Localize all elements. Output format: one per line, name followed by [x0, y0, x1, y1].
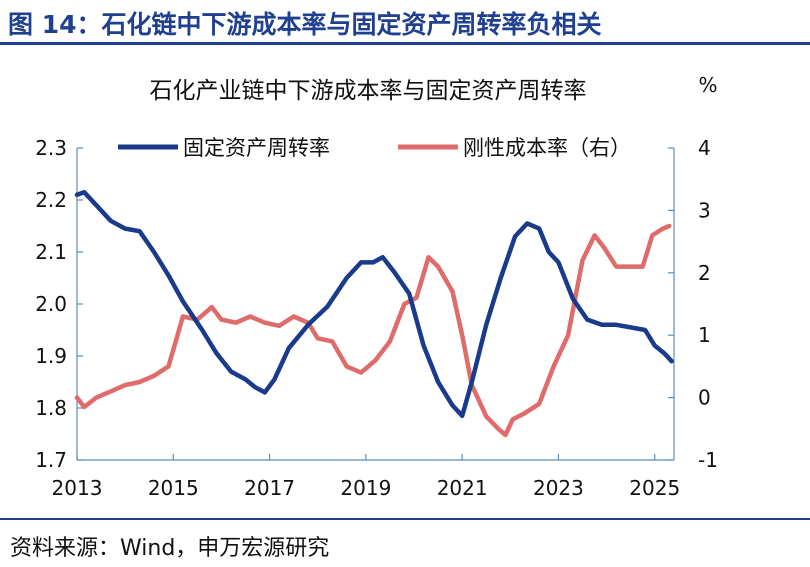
right-tick-label: 0	[698, 386, 711, 410]
left-tick-label: 2.1	[35, 240, 67, 264]
chart: 石化产业链中下游成本率与固定资产周转率 % 固定资产周转率 刚性成本率（右） 1…	[35, 73, 718, 500]
right-tick-label: 3	[698, 198, 711, 222]
legend: 固定资产周转率 刚性成本率（右）	[118, 136, 631, 160]
figure-header: 图 14：石化链中下游成本率与固定资产周转率负相关	[0, 0, 810, 45]
left-tick-label: 2.2	[35, 188, 67, 212]
right-axis-unit: %	[698, 73, 717, 97]
axes	[76, 148, 675, 461]
x-tick-label: 2021	[437, 476, 488, 500]
right-tick-label: 1	[698, 323, 711, 347]
right-tick-label: 4	[698, 136, 711, 160]
left-tick-label: 1.8	[35, 396, 67, 420]
header-divider	[0, 42, 810, 45]
series-line-turnover	[74, 189, 674, 419]
left-tick-label: 1.7	[35, 448, 67, 472]
source-note: 资料来源：Wind，申万宏源研究	[10, 536, 330, 561]
legend-label-cost-rate: 刚性成本率（右）	[463, 136, 631, 160]
x-tick-label: 2017	[244, 476, 295, 500]
x-tick-label: 2013	[52, 476, 103, 500]
x-tick-label: 2025	[629, 476, 680, 500]
x-tick-label: 2015	[148, 476, 199, 500]
x-tick-label: 2023	[533, 476, 584, 500]
chart-title: 石化产业链中下游成本率与固定资产周转率	[150, 78, 587, 104]
footer-divider	[0, 518, 810, 520]
series-line-cost-rate	[74, 223, 672, 438]
right-axis-ticks: -1 0 1 2 3 4	[668, 136, 718, 472]
left-tick-label: 1.9	[35, 344, 67, 368]
x-tick-label: 2019	[340, 476, 391, 500]
legend-label-turnover: 固定资产周转率	[183, 136, 330, 160]
left-axis-ticks: 1.7 1.8 1.9 2.0 2.1 2.2 2.3	[35, 136, 83, 472]
figure-title: 图 14：石化链中下游成本率与固定资产周转率负相关	[8, 10, 602, 39]
left-tick-label: 2.3	[35, 136, 67, 160]
right-tick-label: 2	[698, 261, 711, 285]
right-tick-label: -1	[698, 448, 718, 472]
left-tick-label: 2.0	[35, 292, 67, 316]
series-layer	[74, 189, 674, 438]
x-axis-ticks: 2013 2015 2017 2019 2021 2023 2025	[52, 454, 680, 500]
